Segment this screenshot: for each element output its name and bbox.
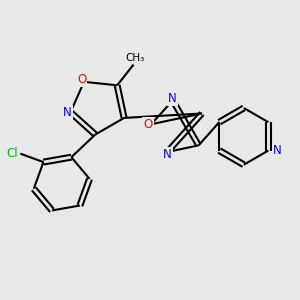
Text: N: N <box>273 144 281 157</box>
Text: O: O <box>77 73 86 86</box>
Text: N: N <box>63 106 72 119</box>
Text: N: N <box>163 148 172 161</box>
Text: N: N <box>168 92 177 105</box>
Text: Cl: Cl <box>6 147 18 160</box>
Text: O: O <box>143 118 153 131</box>
Text: CH₃: CH₃ <box>125 53 144 63</box>
